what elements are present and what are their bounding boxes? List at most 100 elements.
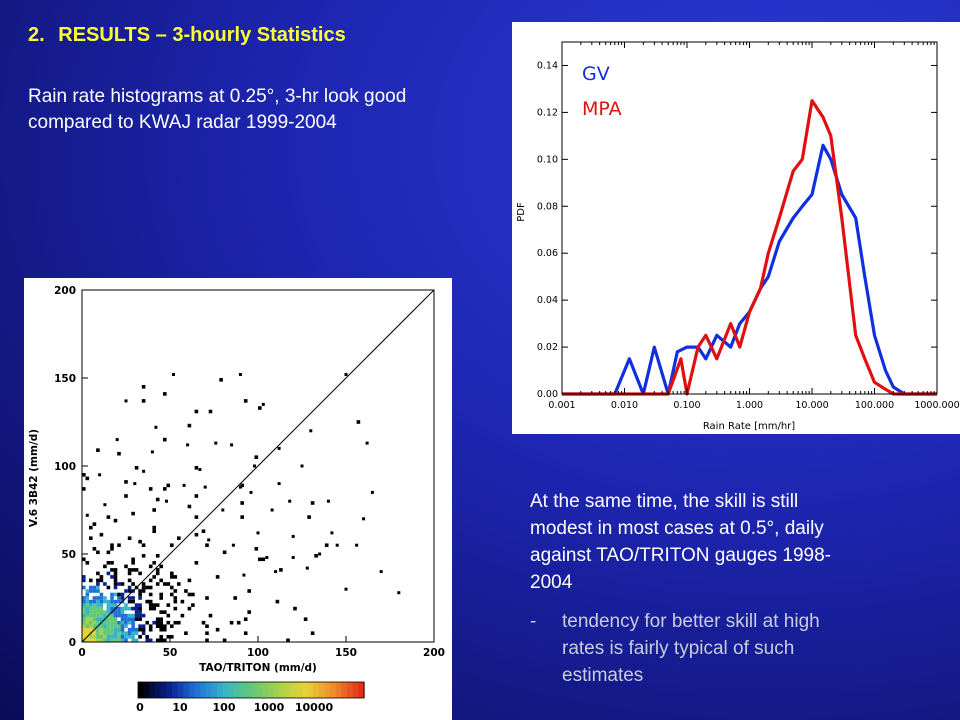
colorbar-segment [138,682,145,698]
histogram-x-tick-label: 10.000 [795,400,828,411]
colorbar-segment [279,682,286,698]
density-cell [191,592,195,597]
density-cell [103,599,107,604]
density-cell [110,599,114,604]
density-cell [113,613,118,618]
density-cell [96,606,100,611]
density-cell [194,515,199,519]
density-cell [205,624,209,628]
density-cell [99,627,104,632]
density-cell [113,592,118,597]
density-cell [110,568,114,572]
density-cell [243,399,248,403]
density-cell [152,561,156,565]
density-cell [92,613,97,618]
density-cell [113,627,118,632]
density-cell [117,635,121,639]
density-cell [106,617,111,621]
scatter-point [98,473,102,477]
density-cell [293,606,297,611]
scatter-point [249,490,253,494]
density-cell [159,617,163,621]
density-cell [222,638,227,643]
density-cell [106,631,111,635]
density-cell [127,606,132,611]
density-cell [138,627,142,632]
scatter-point [238,373,242,376]
density-cell [120,631,125,635]
density-cell [103,627,107,632]
density-cell [254,455,259,459]
density-cell [89,606,93,611]
density-cell [170,543,174,547]
density-cell [82,631,86,635]
density-cell [82,613,86,618]
density-cell [124,494,128,498]
density-cell [184,589,188,593]
density-cell [120,582,125,586]
density-cell [247,589,251,593]
density-cell [159,610,163,614]
histogram-x-tick-label: 0.001 [548,400,575,411]
scatter-chart-panel: 0 50 100 150 200 0 50 100 150 200 TAO/TRITON (mm/… [24,278,452,720]
density-cell [138,610,142,614]
density-cell [89,613,93,618]
density-cell [194,532,199,537]
density-cell [124,638,128,643]
density-cell [184,631,188,635]
density-cell [201,529,206,533]
density-cell [141,385,146,389]
scatter-y-tick-label: 200 [54,285,76,297]
density-cell [166,483,171,488]
histogram-y-axis-label: PDF [516,202,527,222]
density-cell [141,589,146,593]
colorbar-segment [194,682,201,698]
density-cell [127,631,132,635]
density-cell [124,635,128,639]
density-cell [141,582,146,586]
density-cell [127,635,132,639]
density-cell [254,547,259,551]
density-cell [99,575,104,579]
density-cell [120,638,125,643]
scatter-point [318,552,322,556]
density-cell [134,638,139,643]
density-cell [124,603,128,607]
density-cell [82,487,86,491]
density-cell [82,610,86,614]
histogram-x-tick-label: 0.010 [611,400,638,411]
density-cell [92,635,97,639]
histogram-y-tick-label: 0.06 [537,248,558,259]
density-cell [141,631,146,635]
density-cell [85,603,90,607]
scatter-x-tick-label: 200 [423,647,445,659]
density-cell [159,638,163,643]
density-cell [356,420,361,424]
histogram-y-tick-label: 0.00 [537,389,558,400]
density-cell [85,624,90,628]
density-cell [127,536,132,540]
density-cell [180,599,185,604]
density-cell [82,620,86,625]
density-cell [85,638,90,643]
density-cell [110,627,114,632]
scatter-point [261,402,265,406]
density-cell [247,610,251,614]
density-cell [110,606,114,611]
density-cell [120,596,125,600]
scatter-y-tick-label: 0 [69,637,76,649]
density-cell [124,631,128,635]
series-line-mpa [562,99,937,396]
scatter-point [142,469,146,473]
colorbar-tick-label: 0 [136,701,144,714]
density-cell [103,635,107,639]
scatter-point [277,446,281,450]
density-cell [117,627,121,632]
colorbar-segment [245,682,252,698]
density-cell [110,603,114,607]
colorbar-frame [137,681,365,699]
density-cell [180,613,185,618]
density-cell [103,638,107,643]
density-cell [155,554,160,558]
density-cell [117,620,121,625]
